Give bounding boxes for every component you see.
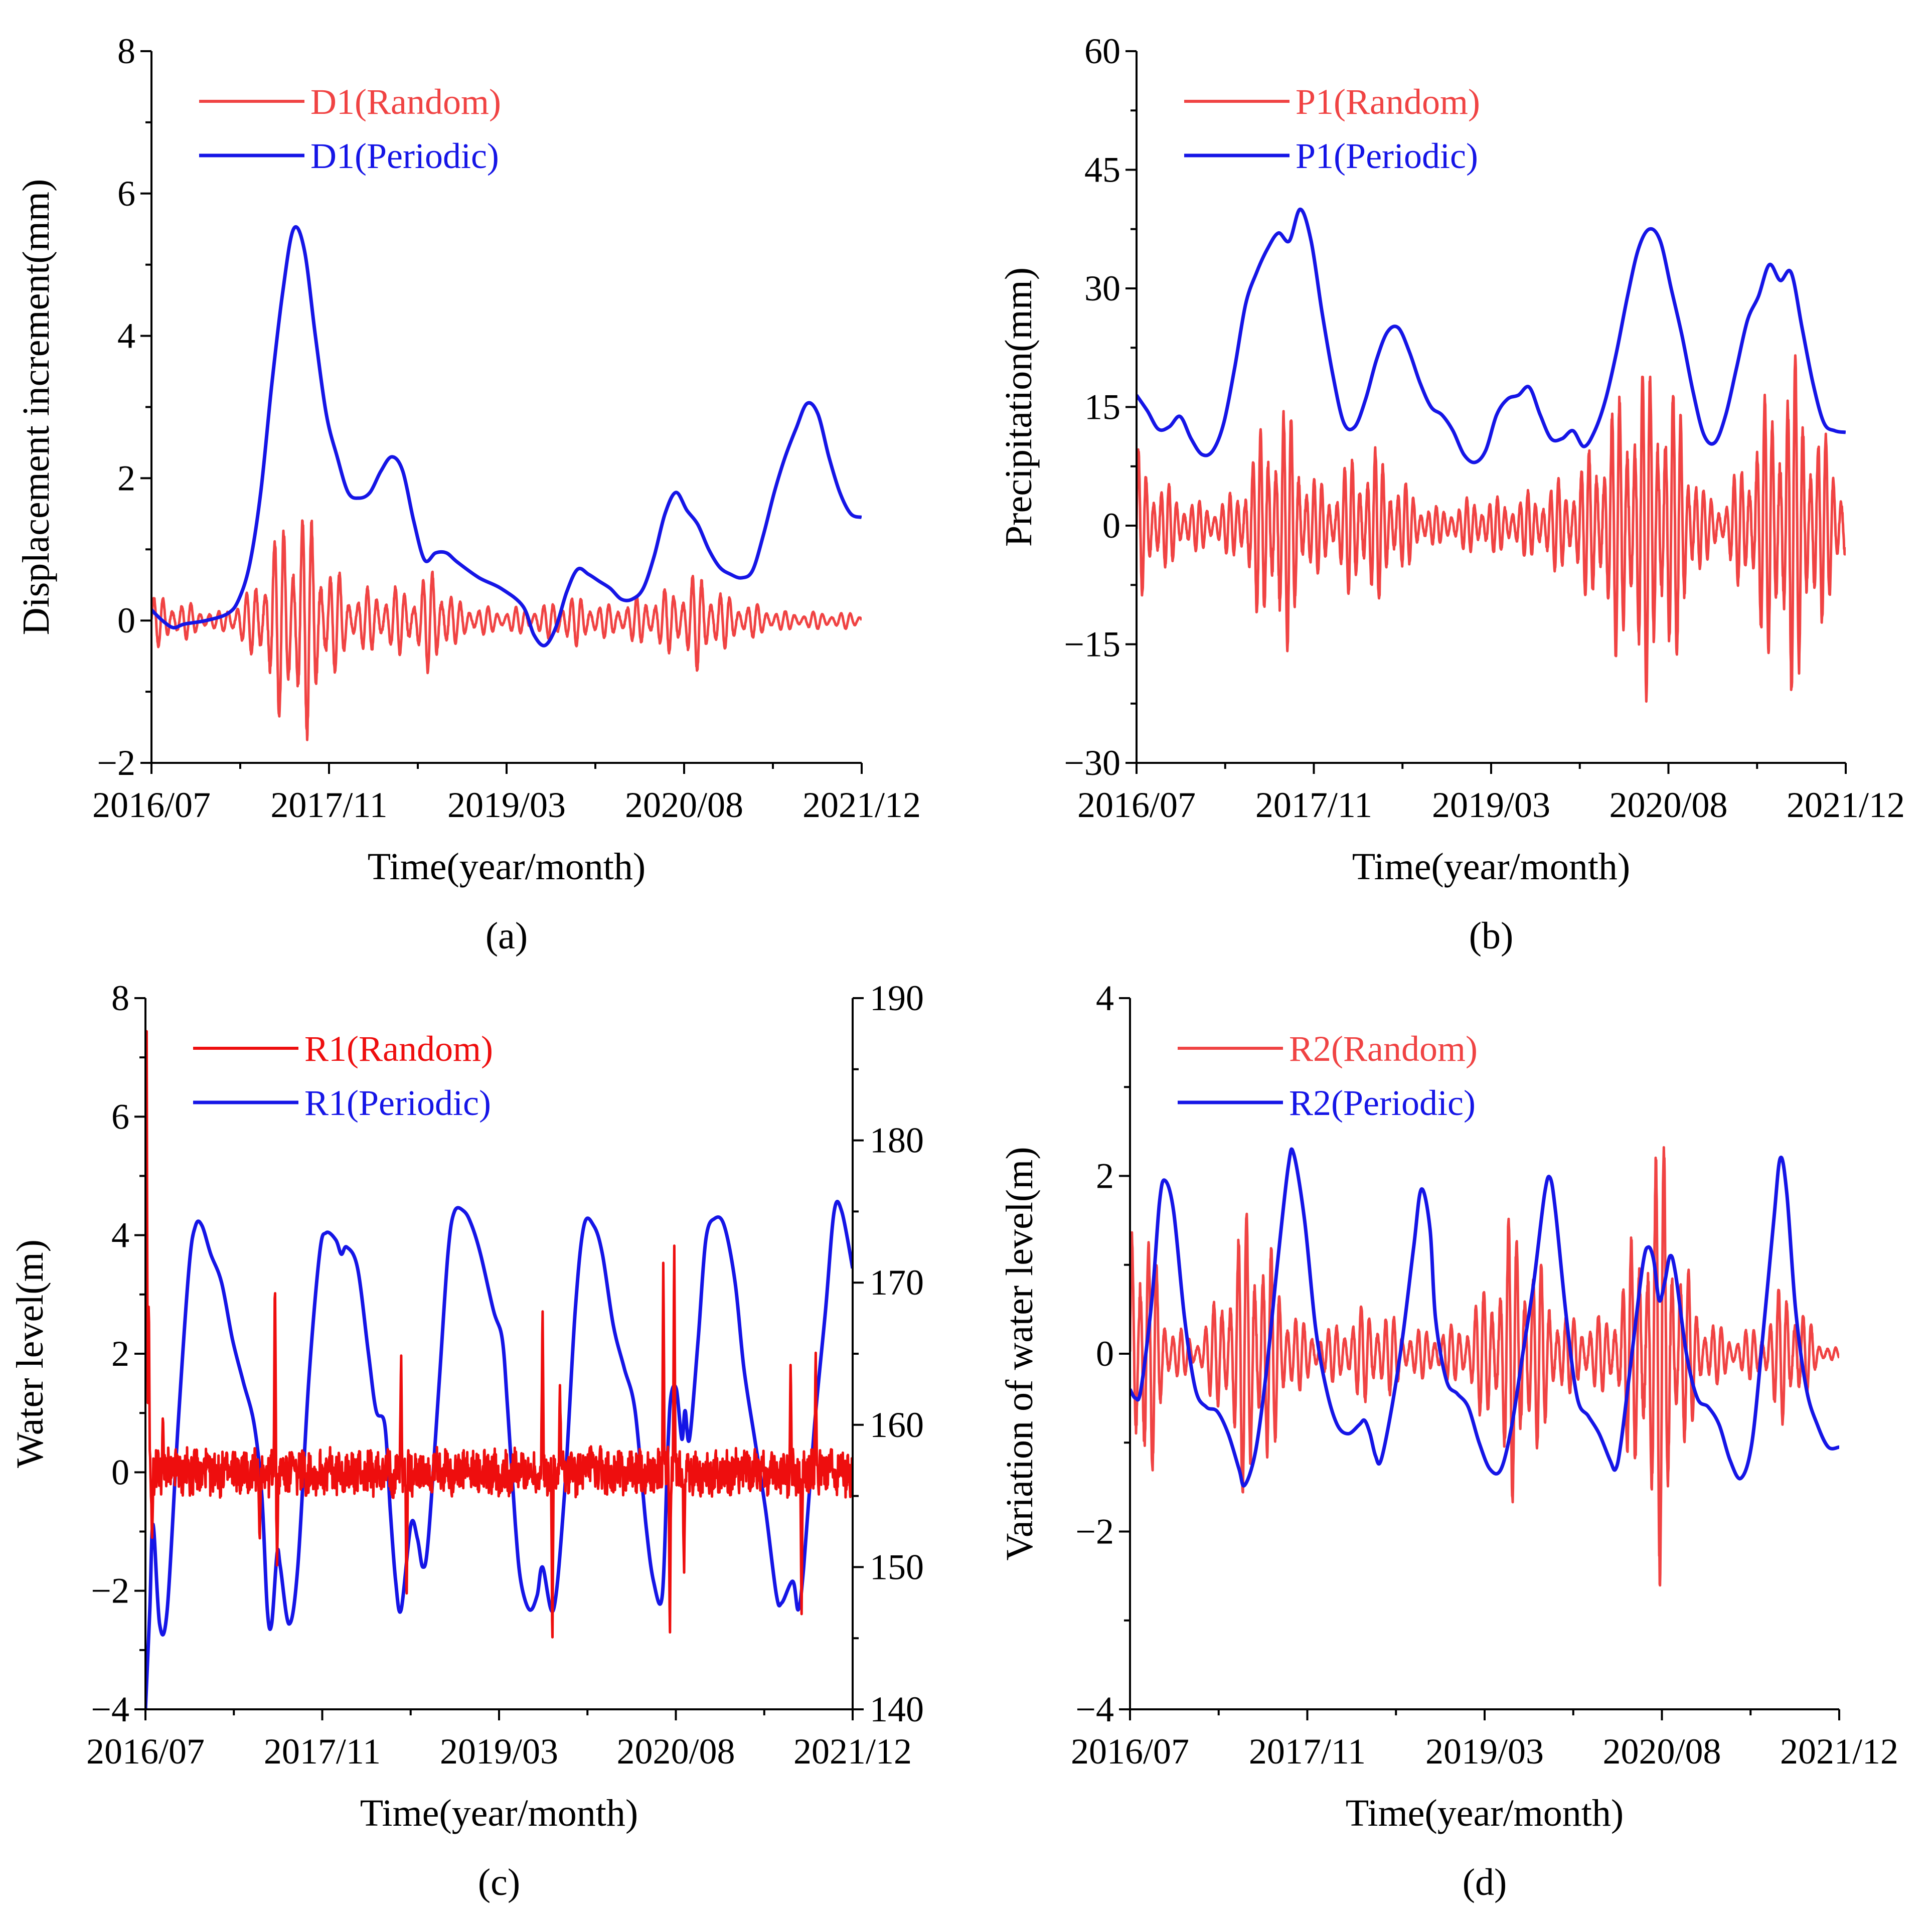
y-tick-label: 0 bbox=[111, 1452, 129, 1492]
panel-label: (d) bbox=[1463, 1861, 1507, 1903]
chart-panel-d: −4 −2 0 2 4 2016/07 2017/11 2019/03 2020/08 2021/… bbox=[999, 978, 1898, 1903]
legend-label: R1(Periodic) bbox=[304, 1083, 491, 1123]
y-tick-label: 60 bbox=[1084, 31, 1120, 71]
y-tick-label: −2 bbox=[1075, 1512, 1114, 1552]
y-tick-label: 0 bbox=[1096, 1334, 1114, 1374]
y-tick-label: −2 bbox=[91, 1571, 129, 1611]
x-tick-label: 2016/07 bbox=[92, 785, 211, 825]
x-tick-label: 2019/03 bbox=[447, 785, 566, 825]
y-tick-label: 2 bbox=[1096, 1156, 1114, 1196]
y-tick-label: 30 bbox=[1084, 268, 1120, 308]
y2-tick-label: 180 bbox=[870, 1120, 924, 1161]
legend-label: P1(Periodic) bbox=[1296, 136, 1478, 176]
x-tick-label: 2021/12 bbox=[1780, 1731, 1898, 1772]
y2-tick-label: 190 bbox=[870, 978, 924, 1018]
y-tick-label: 2 bbox=[117, 458, 135, 498]
series-line-r1-random- bbox=[145, 1030, 853, 1639]
x-axis-title: Time(year/month) bbox=[1346, 1792, 1624, 1834]
x-tick-label: 2021/12 bbox=[802, 785, 921, 825]
y-tick-label: 8 bbox=[111, 978, 129, 1018]
plot-area bbox=[1137, 207, 1846, 703]
y-tick-label: −4 bbox=[1075, 1689, 1114, 1729]
legend-label: R2(Periodic) bbox=[1289, 1083, 1476, 1123]
y-tick-label: 0 bbox=[1102, 506, 1120, 546]
x-tick-label: 2016/07 bbox=[1077, 785, 1196, 825]
x-tick-label: 2017/11 bbox=[270, 785, 387, 825]
x-tick-label: 2017/11 bbox=[264, 1731, 381, 1772]
y-axis-title: Variation of water level(m) bbox=[999, 1147, 1041, 1560]
x-tick-label: 2017/11 bbox=[1255, 785, 1372, 825]
series-line-r2-random- bbox=[1130, 1146, 1839, 1587]
x-tick-label: 2020/08 bbox=[616, 1731, 735, 1772]
series-line-r2-periodic- bbox=[1130, 1147, 1839, 1488]
y-tick-label: 2 bbox=[111, 1334, 129, 1374]
series-line-d1-random- bbox=[151, 519, 862, 741]
x-axis-title: Time(year/month) bbox=[368, 846, 646, 888]
y2-tick-label: 140 bbox=[870, 1689, 924, 1729]
x-tick-label: 2021/12 bbox=[793, 1731, 912, 1772]
y-tick-label: 8 bbox=[117, 31, 135, 71]
chart-panel-b: −30 −15 0 15 30 45 60 2016/07 2017/11 2019/03 2020… bbox=[998, 31, 1905, 957]
panel-label: (c) bbox=[478, 1861, 520, 1903]
y-tick-label: −2 bbox=[97, 743, 135, 783]
x-tick-label: 2020/08 bbox=[1602, 1731, 1721, 1772]
y-tick-label: 6 bbox=[111, 1096, 129, 1137]
y2-tick-label: 160 bbox=[870, 1405, 924, 1445]
y-tick-label: −15 bbox=[1064, 624, 1120, 665]
y-axis-title: Precipitation(mm) bbox=[998, 267, 1040, 547]
plot-area bbox=[1130, 1146, 1839, 1587]
y-tick-label: 4 bbox=[117, 316, 135, 356]
panel-label: (a) bbox=[486, 915, 528, 957]
chart-panel-a: −2 0 2 4 6 8 2016/07 2017/11 2019/03 2020/08 2021/… bbox=[15, 31, 921, 957]
series-line-p1-random- bbox=[1137, 354, 1846, 703]
panel-label: (b) bbox=[1469, 915, 1514, 957]
y2-tick-label: 150 bbox=[870, 1547, 924, 1587]
y-axis-title: Displacement increment(mm) bbox=[15, 179, 57, 635]
y-tick-label: 45 bbox=[1084, 150, 1120, 190]
x-tick-label: 2020/08 bbox=[625, 785, 743, 825]
series-line-d1-periodic- bbox=[151, 225, 862, 648]
x-axis-title: Time(year/month) bbox=[1352, 846, 1630, 888]
legend-label: D1(Random) bbox=[310, 82, 501, 122]
legend-label: P1(Random) bbox=[1296, 82, 1480, 122]
x-tick-label: 2019/03 bbox=[440, 1731, 558, 1772]
x-tick-label: 2020/08 bbox=[1609, 785, 1727, 825]
series-line-p1-periodic- bbox=[1137, 207, 1846, 464]
legend-label: R1(Random) bbox=[304, 1029, 493, 1069]
y-tick-label: −30 bbox=[1064, 743, 1120, 783]
y-tick-label: 4 bbox=[1096, 978, 1114, 1018]
x-tick-label: 2017/11 bbox=[1249, 1731, 1366, 1772]
plot-area bbox=[151, 225, 862, 741]
y-tick-label: 15 bbox=[1084, 387, 1120, 427]
x-tick-label: 2019/03 bbox=[1425, 1731, 1544, 1772]
x-tick-label: 2016/07 bbox=[86, 1731, 205, 1772]
y-tick-label: −4 bbox=[91, 1689, 129, 1729]
x-axis-title: Time(year/month) bbox=[360, 1792, 638, 1834]
x-tick-label: 2016/07 bbox=[1071, 1731, 1189, 1772]
y-tick-label: 6 bbox=[117, 174, 135, 214]
y2-tick-label: 170 bbox=[870, 1262, 924, 1303]
y-tick-label: 4 bbox=[111, 1215, 129, 1255]
x-tick-label: 2019/03 bbox=[1432, 785, 1550, 825]
y-tick-label: 0 bbox=[117, 600, 135, 640]
chart-panel-c: −4 −2 0 2 4 6 8 140 150 160 170 180 190 2016/07 2017/1… bbox=[9, 978, 924, 1903]
x-tick-label: 2021/12 bbox=[1787, 785, 1905, 825]
y-axis-title: Water level(m) bbox=[9, 1239, 51, 1468]
plot-area bbox=[145, 1030, 853, 1709]
legend-label: R2(Random) bbox=[1289, 1029, 1478, 1069]
legend-label: D1(Periodic) bbox=[310, 136, 499, 176]
